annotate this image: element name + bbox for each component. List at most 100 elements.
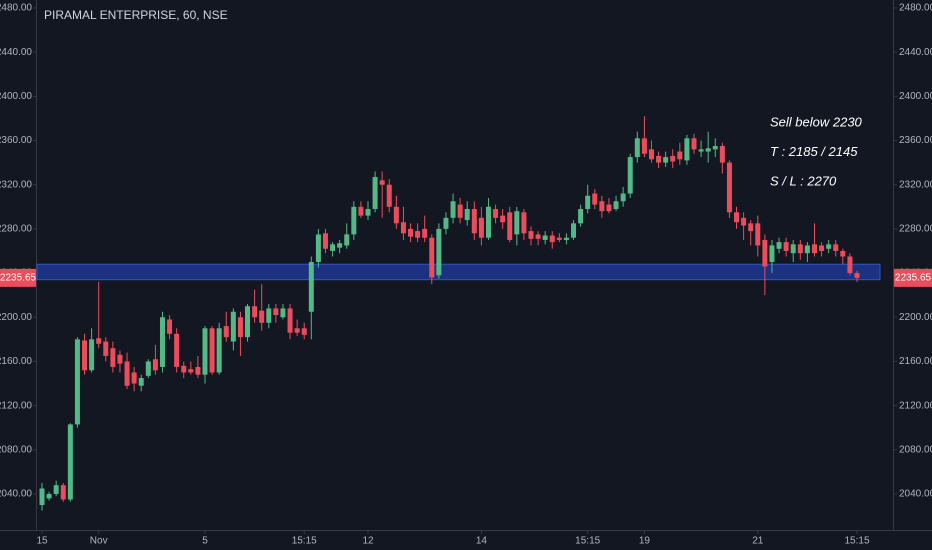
candle-body bbox=[351, 206, 357, 235]
candle-body bbox=[159, 317, 165, 367]
candle-body bbox=[663, 157, 669, 163]
candle-body bbox=[719, 146, 725, 163]
candle-body bbox=[585, 195, 591, 209]
candle-body bbox=[322, 233, 328, 249]
candle-body bbox=[436, 228, 442, 276]
candle-body bbox=[181, 365, 187, 373]
y-tick-label: 2120.00 bbox=[899, 400, 932, 411]
candle-body bbox=[124, 361, 130, 386]
candle-body bbox=[266, 308, 272, 323]
y-tick-label: 2320.00 bbox=[0, 179, 32, 190]
candle-body bbox=[677, 151, 683, 160]
candle-body bbox=[315, 234, 321, 263]
candle-body bbox=[712, 146, 718, 150]
candle-body bbox=[514, 211, 520, 235]
candle-body bbox=[535, 234, 541, 239]
y-tick-label: 2160.00 bbox=[899, 356, 932, 367]
chart-title: PIRAMAL ENTERPRISE, 60, NSE bbox=[44, 8, 228, 22]
candle-body bbox=[684, 138, 690, 161]
candle-body bbox=[39, 488, 45, 506]
candle-body bbox=[287, 308, 293, 333]
y-tick-label: 2160.00 bbox=[0, 356, 32, 367]
candle-body bbox=[478, 217, 484, 238]
candle-body bbox=[769, 245, 775, 263]
x-tick-label: 12 bbox=[362, 536, 374, 547]
x-tick-label: 15 bbox=[36, 536, 48, 547]
candle-body bbox=[691, 138, 697, 150]
candle-body bbox=[493, 208, 499, 218]
candle-body bbox=[344, 234, 350, 246]
candle-body bbox=[726, 162, 732, 213]
candle-body bbox=[273, 308, 279, 316]
candle-body bbox=[606, 204, 612, 212]
candle-body bbox=[556, 237, 562, 240]
y-tick-label: 2080.00 bbox=[899, 444, 932, 455]
y-tick-label: 2040.00 bbox=[899, 489, 932, 500]
candle-body bbox=[386, 184, 392, 207]
candle-body bbox=[280, 308, 286, 318]
candle-body bbox=[131, 372, 137, 384]
x-tick-label: 5 bbox=[202, 536, 208, 547]
candle-body bbox=[216, 328, 222, 373]
candle-body bbox=[833, 244, 839, 251]
candle-body bbox=[741, 217, 747, 226]
candle-body bbox=[223, 326, 229, 338]
y-tick-label: 2440.00 bbox=[899, 47, 932, 58]
candle-body bbox=[797, 244, 803, 254]
candle-body bbox=[308, 262, 314, 312]
annotation: Sell below 2230 bbox=[770, 114, 863, 129]
x-tick-label: 15:15 bbox=[844, 536, 869, 547]
y-tick-label: 2480.00 bbox=[899, 3, 932, 14]
candle-body bbox=[74, 339, 80, 425]
candle-body bbox=[840, 250, 846, 257]
candle-body bbox=[174, 333, 180, 367]
y-tick-label: 2360.00 bbox=[899, 135, 932, 146]
candle-body bbox=[152, 359, 158, 371]
candle-body bbox=[138, 378, 144, 386]
y-tick-label: 2480.00 bbox=[0, 3, 32, 14]
annotation: S / L : 2270 bbox=[770, 173, 837, 188]
candle-body bbox=[60, 485, 66, 500]
candle-body bbox=[53, 485, 59, 494]
candle-body bbox=[500, 215, 506, 223]
candle-body bbox=[762, 239, 768, 267]
candle-body bbox=[96, 338, 102, 344]
y-tick-label: 2280.00 bbox=[0, 224, 32, 235]
candle-body bbox=[521, 212, 527, 234]
candle-body bbox=[464, 208, 470, 221]
candle-body bbox=[471, 208, 477, 234]
candle-body bbox=[67, 424, 73, 500]
candle-body bbox=[415, 231, 421, 238]
candle-body bbox=[259, 310, 265, 323]
candle-body bbox=[103, 341, 109, 356]
candle-body bbox=[783, 242, 789, 251]
price-label: 2235.65 bbox=[895, 273, 932, 284]
y-tick-label: 2280.00 bbox=[899, 224, 932, 235]
candle-body bbox=[670, 155, 676, 162]
candle-body bbox=[330, 244, 336, 251]
zone bbox=[36, 263, 881, 281]
y-tick-label: 2200.00 bbox=[0, 312, 32, 323]
candle-body bbox=[705, 148, 711, 152]
y-tick-label: 2200.00 bbox=[899, 312, 932, 323]
candle-body bbox=[854, 273, 860, 278]
candle-body bbox=[578, 208, 584, 224]
x-tick-label: 21 bbox=[752, 536, 764, 547]
candle-body bbox=[656, 155, 662, 163]
candle-body bbox=[372, 176, 378, 209]
candle-body bbox=[528, 231, 534, 239]
candle-body bbox=[294, 328, 300, 333]
y-tick-label: 2120.00 bbox=[0, 400, 32, 411]
candle-body bbox=[89, 339, 95, 371]
y-tick-label: 2400.00 bbox=[0, 91, 32, 102]
candle-body bbox=[542, 235, 548, 240]
candle-body bbox=[819, 245, 825, 251]
candle-body bbox=[429, 237, 435, 278]
candle-body bbox=[46, 493, 52, 499]
candle-body bbox=[202, 328, 208, 375]
candle-body bbox=[365, 208, 371, 216]
y-tick-label: 2440.00 bbox=[0, 47, 32, 58]
candle-body bbox=[237, 317, 243, 338]
candle-body bbox=[507, 212, 513, 240]
candle-body bbox=[620, 193, 626, 202]
